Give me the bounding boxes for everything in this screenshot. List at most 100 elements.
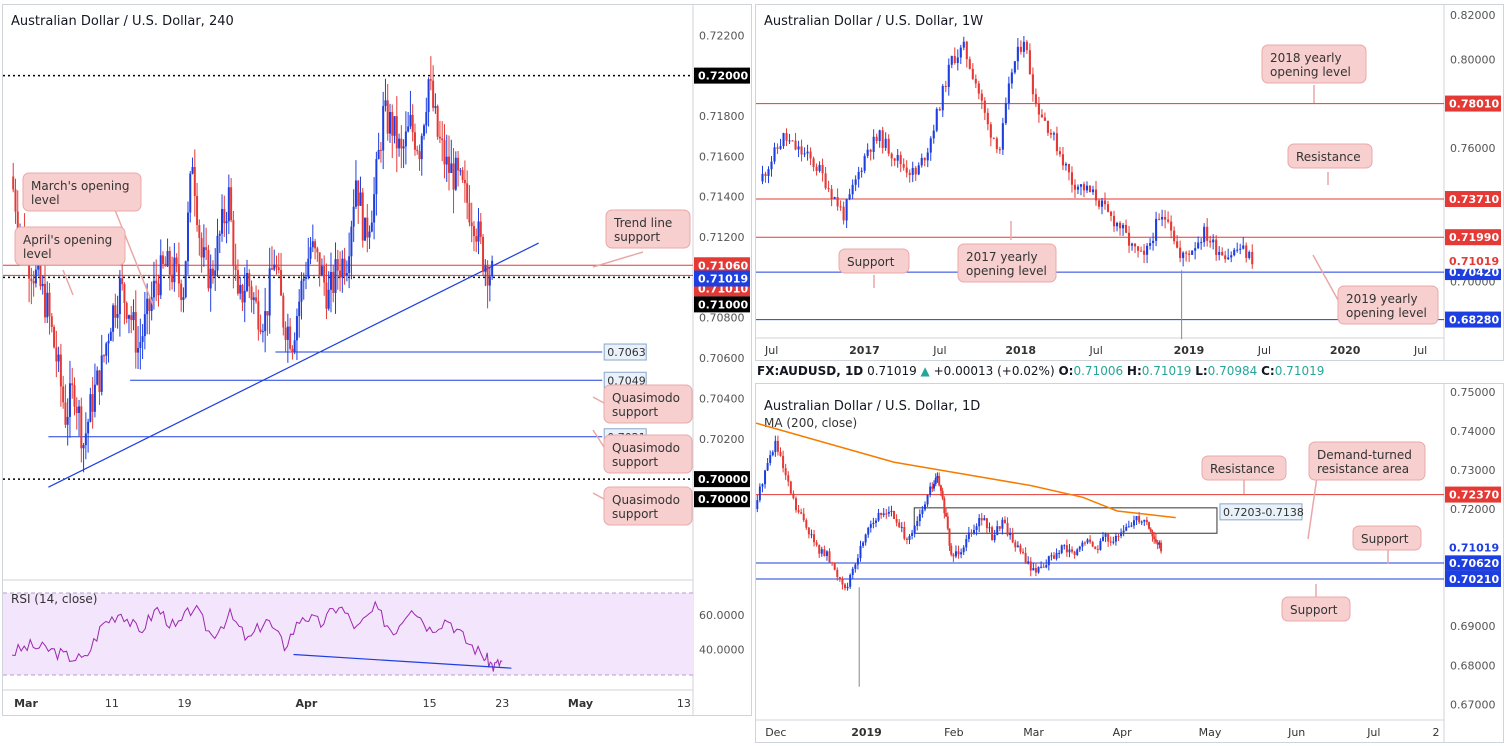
p1-candle-110: [261, 331, 264, 333]
p3-candle-109: [1027, 561, 1030, 564]
p2-candle-132: [1158, 218, 1161, 220]
chart-240[interactable]: Australian Dollar / U.S. Dollar, 240 0.72…: [3, 5, 751, 715]
p1-candle-170: [398, 138, 401, 149]
p2-candle-24: [833, 197, 836, 199]
p2-candle-72: [977, 83, 980, 94]
p1-candle-107: [255, 297, 258, 302]
p1-candle-199: [463, 180, 466, 184]
p2-candle-129: [1149, 243, 1152, 246]
p3-candle-43: [867, 527, 870, 535]
p3-candle-79: [950, 545, 953, 555]
quasimodo-support-1-text: support: [612, 405, 658, 419]
p2-candle-9: [788, 140, 791, 142]
ma-200-line: [755, 422, 1176, 519]
p3-candle-86: [967, 532, 970, 540]
p3-candle-28: [828, 551, 831, 563]
p2-candle-36: [869, 149, 872, 152]
p1-candle-183: [427, 79, 430, 112]
p3-candle-90: [978, 518, 981, 527]
p3-candle-4: [766, 463, 769, 471]
support-label-upper-box: [1352, 525, 1422, 551]
chart-1d[interactable]: Australian Dollar / U.S. Dollar, 1D MA (2…: [755, 384, 1503, 742]
p1-candle-71: [173, 257, 176, 283]
p1-candle-126: [298, 301, 301, 317]
p3-candle-42: [864, 534, 867, 543]
p2-candle-107: [1082, 184, 1086, 191]
p3-candle-68: [931, 486, 934, 489]
resistance-label-box: [1287, 143, 1373, 169]
p3-candle-27: [825, 551, 828, 556]
p2-candle-27: [842, 206, 845, 221]
chart-panel-1w[interactable]: Australian Dollar / U.S. Dollar, 1W 0.820…: [755, 4, 1504, 361]
p2-candle-39: [878, 130, 881, 141]
p2-candle-131: [1155, 218, 1158, 241]
p1-candle-87: [209, 268, 212, 289]
p3-candle-22: [813, 534, 816, 543]
p2-candle-99: [1058, 151, 1061, 155]
p1-candle-52: [130, 315, 133, 321]
p3-candle-81: [954, 551, 957, 557]
p2-candle-95: [1046, 120, 1049, 133]
quasimodo-support-1-pointer: [592, 396, 605, 404]
p3-candle-73: [939, 485, 942, 491]
chart-panel-1d[interactable]: Australian Dollar / U.S. Dollar, 1D MA (2…: [755, 383, 1504, 743]
p2-candle-85: [1016, 46, 1019, 62]
dotted-top-tag: [694, 67, 750, 84]
p1-candle-20: [57, 354, 60, 362]
p2-candle-57: [932, 130, 935, 139]
p3-candle-133: [1089, 539, 1092, 543]
p2-candle-19: [818, 164, 821, 172]
p2-candle-23: [830, 189, 833, 199]
p3-candle-145: [1120, 532, 1123, 536]
p1-candle-164: [384, 100, 387, 106]
p1-candle-171: [400, 138, 403, 149]
p1-candle-121: [286, 326, 289, 340]
p1-candle-34: [89, 394, 92, 422]
p2-candle-102: [1067, 163, 1071, 173]
level-7237-tag-text: 0.72370: [1449, 489, 1499, 502]
p2-candle-65: [956, 57, 959, 63]
p3-candle-75: [943, 498, 946, 514]
chart-panel-240[interactable]: Australian Dollar / U.S. Dollar, 240 0.72…: [2, 4, 752, 716]
p2-candle-123: [1130, 243, 1134, 246]
trend-line: [48, 242, 539, 488]
p3-candle-115: [1042, 566, 1045, 568]
p1-candle-134: [316, 248, 319, 253]
p2-candle-34: [863, 155, 866, 171]
p2-candle-54: [923, 157, 926, 161]
p1-candle-137: [323, 266, 326, 283]
p2-candle-16: [809, 151, 812, 159]
p3-candle-95: [991, 527, 994, 541]
p3-candle-71: [936, 476, 939, 478]
p1-candle-100: [239, 285, 242, 294]
p2-candle-142: [1188, 253, 1191, 255]
x-tick-label-3: Mar: [1023, 726, 1044, 739]
p1-candle-168: [393, 116, 396, 136]
demand-turned-resistance-area-text: resistance area: [1317, 462, 1409, 476]
level-7237-tag: [1445, 486, 1501, 503]
p3-candle-142: [1112, 541, 1115, 543]
p3-candle-60: [911, 532, 914, 536]
qm-7063-label: 0.7063: [607, 346, 646, 359]
p2-candle-122: [1127, 232, 1131, 246]
p2-candle-153: [1221, 251, 1224, 256]
p3-candle-128: [1076, 549, 1079, 555]
p2-candle-145: [1197, 242, 1200, 249]
p1-candle-119: [282, 295, 285, 328]
p3-candle-20: [807, 527, 810, 535]
p3-candle-47: [877, 512, 880, 521]
p1-candle-191: [445, 156, 448, 165]
p2-candle-73: [980, 93, 983, 101]
level-7199-tag-text: 0.71990: [1449, 231, 1499, 244]
p1-candle-35: [91, 394, 94, 412]
chart-1w[interactable]: Australian Dollar / U.S. Dollar, 1W 0.820…: [756, 5, 1503, 360]
p2-candle-82: [1007, 83, 1010, 104]
p2-candle-162: [1248, 251, 1251, 258]
p1-candle-154: [361, 192, 364, 241]
p1-candle-106: [252, 297, 255, 300]
2019-yearly-opening-level-text: opening level: [1346, 306, 1427, 320]
p2-candle-38: [875, 136, 878, 141]
rsi-band: [3, 593, 693, 675]
p2-candle-92: [1037, 103, 1040, 115]
p1-candle-26: [71, 383, 74, 386]
